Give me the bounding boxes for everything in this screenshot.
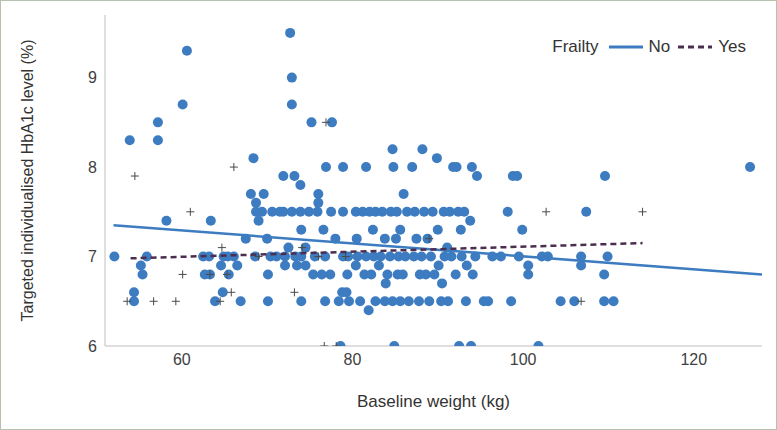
svg-text:7: 7: [88, 248, 97, 265]
svg-text:120: 120: [680, 351, 707, 368]
svg-text:100: 100: [510, 351, 537, 368]
svg-text:80: 80: [344, 351, 362, 368]
svg-text:60: 60: [173, 351, 191, 368]
svg-text:Targeted individualised HbA1c: Targeted individualised HbA1c level (%): [19, 40, 36, 322]
svg-text:9: 9: [88, 69, 97, 86]
html-text:No: No: [648, 37, 671, 56]
svg-text:Baseline weight (kg): Baseline weight (kg): [357, 392, 510, 411]
html-text:Frailty: Frailty: [552, 37, 599, 56]
svg-text:6: 6: [88, 338, 97, 355]
svg-text:8: 8: [88, 159, 97, 176]
html-text:Yes: Yes: [718, 37, 746, 56]
